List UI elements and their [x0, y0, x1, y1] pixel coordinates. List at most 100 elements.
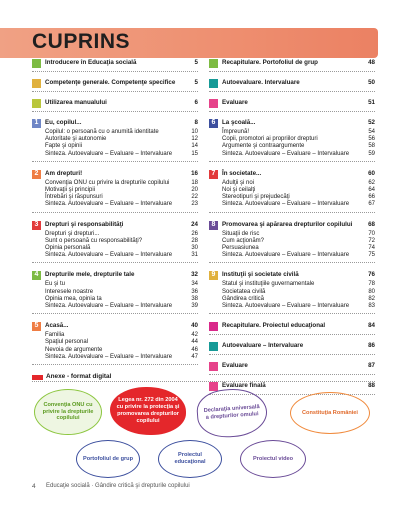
- toc-subitem[interactable]: Sinteza. Autoevaluare – Evaluare – Inter…: [222, 151, 375, 158]
- toc-entry-label: Am drepturi!: [45, 169, 83, 177]
- toc-subitem[interactable]: Sinteza. Autoevaluare – Evaluare – Inter…: [45, 354, 198, 361]
- toc-entry-title[interactable]: Introducere în Educaţia socială 5: [45, 58, 198, 68]
- toc-subitem[interactable]: Împreună! 54: [222, 129, 375, 136]
- toc-separator: [209, 334, 375, 336]
- toc-subitem[interactable]: Opinia personală 30: [45, 245, 198, 252]
- toc-separator: [32, 160, 198, 162]
- toc-subitem[interactable]: Cum acţionăm? 72: [222, 238, 375, 245]
- toc-subitem-label: Opinia personală: [45, 244, 91, 251]
- toc-subitem[interactable]: Spaţiul personal 44: [45, 339, 198, 346]
- toc-subitem[interactable]: Copilul: o persoană cu o anumită identit…: [45, 129, 198, 136]
- toc-entry-title[interactable]: Evaluare 87: [222, 361, 375, 371]
- toc-subitem[interactable]: Convenţia ONU cu privire la drepturile c…: [45, 180, 198, 187]
- toc-subitem-label: Drepturi şi drepturi...: [45, 230, 100, 237]
- toc-entry-title[interactable]: Promovarea şi apărarea drepturilor copil…: [222, 220, 375, 230]
- toc-subitem[interactable]: Sinteza. Autoevaluare – Evaluare – Inter…: [222, 252, 375, 259]
- toc-separator: [32, 91, 198, 92]
- toc-subitem-page: 58: [368, 143, 375, 150]
- toc-subitem[interactable]: Sinteza. Autoevaluare – Evaluare – Inter…: [45, 252, 198, 259]
- toc-subitem[interactable]: Nevoia de argumente 46: [45, 347, 198, 354]
- toc-subitem[interactable]: Persuasiunea 74: [222, 245, 375, 252]
- chapter-number: 8: [211, 220, 216, 228]
- toc-entry-title[interactable]: La şcoală... 52: [222, 118, 375, 128]
- toc-entry-page: 8: [194, 119, 198, 126]
- toc-subitem[interactable]: Sinteza. Autoevaluare – Evaluare – Inter…: [45, 201, 198, 208]
- chapter-number: 7: [211, 169, 216, 177]
- toc-subitem-page: 67: [368, 201, 375, 208]
- annex-constitutia[interactable]: Constituţia României: [290, 392, 370, 434]
- toc-subitem[interactable]: Familia 42: [45, 332, 198, 339]
- toc-entry-title[interactable]: Evaluare 51: [222, 98, 375, 108]
- toc-entry-title[interactable]: Drepturi şi responsabilităţi 24: [45, 220, 198, 230]
- toc-entry-title[interactable]: Utilizarea manualului 6: [45, 98, 198, 108]
- chapter-marker: [209, 342, 218, 352]
- toc-entry-title[interactable]: Recapitulare. Portofoliul de grup 48: [222, 58, 375, 68]
- toc-subitem[interactable]: Fapte şi opinii 14: [45, 143, 198, 150]
- toc-subitem[interactable]: Argumente şi contraargumente 58: [222, 143, 375, 150]
- toc-entry-label: La şcoală...: [222, 119, 256, 126]
- toc-entry-label: Recapitulare. Proiectul educaţional: [222, 322, 326, 330]
- toc-entry-page: 48: [368, 59, 375, 66]
- toc-subitem[interactable]: Noi şi ceilalţi 64: [222, 187, 375, 194]
- toc-subitem-label: Împreună!: [222, 129, 250, 135]
- toc-entry-label: Acasă...: [45, 322, 69, 330]
- chapter-marker: 4: [32, 271, 41, 281]
- annex-legea-272[interactable]: Legea nr. 272 din 2004 cu privire la pro…: [110, 387, 186, 435]
- toc-entry-title[interactable]: Drepturile mele, drepturile tale 32: [45, 270, 198, 280]
- annex-portofoliu[interactable]: Portofoliul de grup: [76, 440, 140, 478]
- toc-entry-title[interactable]: În societate... 60: [222, 169, 375, 179]
- toc-subitem[interactable]: Gândirea critică 82: [222, 296, 375, 303]
- toc-subitem[interactable]: Motivaţii şi principii 20: [45, 187, 198, 194]
- toc-subitem[interactable]: Sinteza. Autoevaluare – Evaluare – Inter…: [45, 303, 198, 310]
- toc-subitem[interactable]: Eu şi tu 34: [45, 281, 198, 288]
- toc-entry-page: 60: [368, 169, 375, 177]
- toc-subitem[interactable]: Interesele noastre 36: [45, 289, 198, 296]
- toc-subitem-page: 31: [191, 252, 198, 259]
- toc-entry-title[interactable]: Eu, copilul... 8: [45, 118, 198, 128]
- toc-entry-title[interactable]: Am drepturi! 16: [45, 169, 198, 179]
- toc-subitem[interactable]: Adulţii şi noi 62: [222, 180, 375, 187]
- toc-subitem[interactable]: Sinteza. Autoevaluare – Evaluare – Inter…: [45, 151, 198, 158]
- toc-entry-page: 16: [191, 169, 198, 177]
- toc-subitem[interactable]: Opinia mea, opinia ta 38: [45, 296, 198, 303]
- toc-subitem[interactable]: Sunt o persoană cu responsabilităţi? 28: [45, 238, 198, 245]
- toc-entry-label: Introducere în Educaţia socială: [45, 59, 137, 66]
- toc-separator: [209, 160, 375, 162]
- toc-entry-title[interactable]: Competenţe generale. Competenţe specific…: [45, 78, 198, 88]
- toc-entry-label: Evaluare: [222, 362, 248, 370]
- toc-entry-title[interactable]: Autoevaluare. Intervaluare 50: [222, 78, 375, 88]
- toc-subitem[interactable]: Drepturi şi drepturi... 26: [45, 231, 198, 238]
- toc-subitem[interactable]: Sinteza. Autoevaluare – Evaluare – Inter…: [222, 303, 375, 310]
- toc-entry-title[interactable]: Recapitulare. Proiectul educaţional 84: [222, 321, 375, 331]
- toc-subitem-label: Spaţiul personal: [45, 339, 89, 346]
- toc-subitem-label: Întrebări şi răspunsuri: [45, 194, 103, 201]
- chapter-marker: [209, 362, 218, 372]
- toc-subitem[interactable]: Societatea civilă 80: [222, 289, 375, 296]
- toc-subitem[interactable]: Întrebări şi răspunsuri 22: [45, 194, 198, 201]
- annex-proiect-educational[interactable]: Proiectul educaţional: [158, 440, 222, 478]
- toc-subitem[interactable]: Statul şi instituţiile guvernamentale 78: [222, 281, 375, 288]
- toc-entry-page: 88: [368, 382, 375, 390]
- toc-entry-label: Recapitulare. Portofoliul de grup: [222, 59, 318, 66]
- toc-entry-title[interactable]: Evaluare finală 88: [222, 381, 375, 391]
- annex-item-label: Proiectul educaţional: [174, 452, 206, 465]
- toc-separator: [209, 354, 375, 356]
- annex-proiect-video[interactable]: Proiectul video: [240, 440, 306, 478]
- toc-entry-label: Autoevaluare. Intervaluare: [222, 79, 300, 86]
- toc-entry-title[interactable]: Acasă... 40: [45, 321, 198, 331]
- toc-entry-title[interactable]: Autoevaluare – Intervaluare 86: [222, 341, 375, 351]
- annex-conventia-onu[interactable]: Convenţia ONU cu privire la drepturile c…: [34, 389, 102, 435]
- toc-subitem[interactable]: Stereotipuri şi prejudecăţi 66: [222, 194, 375, 201]
- toc-subitem-label: Argumente şi contraargumente: [222, 143, 305, 150]
- toc-subitem-page: 44: [191, 339, 198, 346]
- toc-entry-label: Utilizarea manualului: [45, 99, 107, 106]
- toc-subitem[interactable]: Copii, promotori ai propriilor drepturi 5…: [222, 136, 375, 143]
- chapter-marker: 2: [32, 169, 41, 179]
- toc-entry-label: Drepturile mele, drepturile tale: [45, 271, 135, 279]
- chapter-number: 4: [34, 271, 39, 279]
- toc-subitem[interactable]: Autoritate şi autonomie 12: [45, 136, 198, 143]
- toc-subitem-label: Noi şi ceilalţi: [222, 186, 256, 193]
- toc-subitem[interactable]: Sinteza. Autoevaluare – Evaluare – Inter…: [222, 201, 375, 208]
- toc-entry-title[interactable]: Instituţii şi societate civilă 76: [222, 270, 375, 280]
- toc-subitem[interactable]: Situaţii de risc 70: [222, 231, 375, 238]
